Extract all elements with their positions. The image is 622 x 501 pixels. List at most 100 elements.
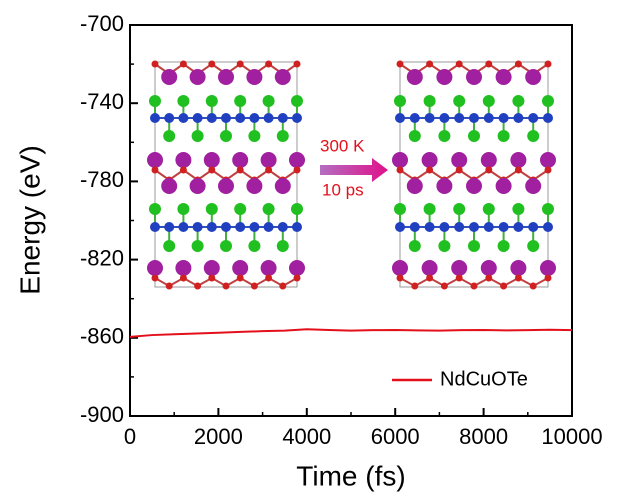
o-atom bbox=[485, 167, 492, 174]
te-atom bbox=[453, 203, 465, 215]
nd-atom bbox=[218, 178, 234, 194]
nd-atom bbox=[161, 69, 177, 85]
te-atom bbox=[192, 130, 204, 142]
cu-atom bbox=[178, 222, 188, 232]
te-atom bbox=[527, 240, 539, 252]
nd-atom bbox=[510, 260, 526, 276]
cu-atom bbox=[150, 113, 160, 123]
o-atom bbox=[180, 275, 187, 282]
te-atom bbox=[163, 240, 175, 252]
nd-atom bbox=[496, 178, 512, 194]
o-atom bbox=[545, 275, 552, 282]
te-atom bbox=[409, 240, 421, 252]
o-atom bbox=[279, 283, 286, 290]
te-atom bbox=[277, 130, 289, 142]
cu-atom bbox=[469, 222, 479, 232]
o-atom bbox=[208, 167, 215, 174]
nd-atom bbox=[261, 152, 277, 168]
cu-atom bbox=[469, 113, 479, 123]
nd-atom bbox=[275, 69, 291, 85]
o-atom bbox=[456, 167, 463, 174]
te-atom bbox=[177, 203, 189, 215]
nd-atom bbox=[392, 152, 408, 168]
annotation: 10 ps bbox=[322, 180, 364, 199]
cu-atom bbox=[425, 113, 435, 123]
nd-atom bbox=[204, 260, 220, 276]
cu-atom bbox=[439, 113, 449, 123]
cu-atom bbox=[543, 222, 553, 232]
nd-atom bbox=[407, 69, 423, 85]
te-atom bbox=[468, 240, 480, 252]
y-axis-label: Energy (eV) bbox=[14, 145, 45, 294]
nd-atom bbox=[204, 152, 220, 168]
nd-atom bbox=[436, 69, 452, 85]
cu-atom bbox=[221, 222, 231, 232]
nd-atom bbox=[275, 178, 291, 194]
o-atom bbox=[515, 167, 522, 174]
cu-atom bbox=[278, 113, 288, 123]
o-atom bbox=[294, 275, 301, 282]
te-atom bbox=[542, 203, 554, 215]
o-atom bbox=[237, 61, 244, 68]
cu-atom bbox=[193, 222, 203, 232]
o-atom bbox=[208, 275, 215, 282]
cu-atom bbox=[499, 222, 509, 232]
x-tick-label: 2000 bbox=[194, 424, 243, 449]
te-atom bbox=[438, 130, 450, 142]
te-atom bbox=[483, 95, 495, 107]
nd-atom bbox=[232, 152, 248, 168]
o-atom bbox=[441, 283, 448, 290]
cu-atom bbox=[207, 222, 217, 232]
te-atom bbox=[206, 95, 218, 107]
te-atom bbox=[220, 240, 232, 252]
nd-atom bbox=[175, 260, 191, 276]
o-atom bbox=[265, 275, 272, 282]
nd-atom bbox=[261, 260, 277, 276]
nd-atom bbox=[147, 152, 163, 168]
nd-atom bbox=[190, 178, 206, 194]
nd-atom bbox=[218, 69, 234, 85]
te-atom bbox=[409, 130, 421, 142]
o-atom bbox=[194, 283, 201, 290]
o-atom bbox=[500, 283, 507, 290]
o-atom bbox=[237, 167, 244, 174]
cu-atom bbox=[484, 222, 494, 232]
cu-atom bbox=[221, 113, 231, 123]
nd-atom bbox=[289, 260, 305, 276]
o-atom bbox=[411, 283, 418, 290]
nd-atom bbox=[525, 69, 541, 85]
te-atom bbox=[498, 240, 510, 252]
cu-atom bbox=[164, 113, 174, 123]
te-atom bbox=[394, 95, 406, 107]
o-atom bbox=[471, 283, 478, 290]
x-tick-label: 4000 bbox=[282, 424, 331, 449]
te-atom bbox=[438, 240, 450, 252]
o-atom bbox=[545, 61, 552, 68]
o-atom bbox=[265, 167, 272, 174]
te-atom bbox=[248, 130, 260, 142]
cu-atom bbox=[513, 113, 523, 123]
x-tick-label: 0 bbox=[124, 424, 136, 449]
cu-atom bbox=[278, 222, 288, 232]
cu-atom bbox=[292, 222, 302, 232]
te-atom bbox=[163, 130, 175, 142]
nd-atom bbox=[232, 260, 248, 276]
te-atom bbox=[483, 203, 495, 215]
o-atom bbox=[426, 61, 433, 68]
te-atom bbox=[512, 95, 524, 107]
x-tick-label: 8000 bbox=[459, 424, 508, 449]
o-atom bbox=[485, 61, 492, 68]
nd-atom bbox=[422, 152, 438, 168]
te-atom bbox=[468, 130, 480, 142]
te-atom bbox=[424, 203, 436, 215]
nd-atom bbox=[147, 260, 163, 276]
cu-atom bbox=[395, 113, 405, 123]
cu-atom bbox=[513, 222, 523, 232]
nd-atom bbox=[289, 152, 305, 168]
nd-atom bbox=[436, 178, 452, 194]
te-atom bbox=[234, 95, 246, 107]
o-atom bbox=[426, 275, 433, 282]
o-atom bbox=[397, 275, 404, 282]
nd-atom bbox=[481, 260, 497, 276]
te-atom bbox=[192, 240, 204, 252]
